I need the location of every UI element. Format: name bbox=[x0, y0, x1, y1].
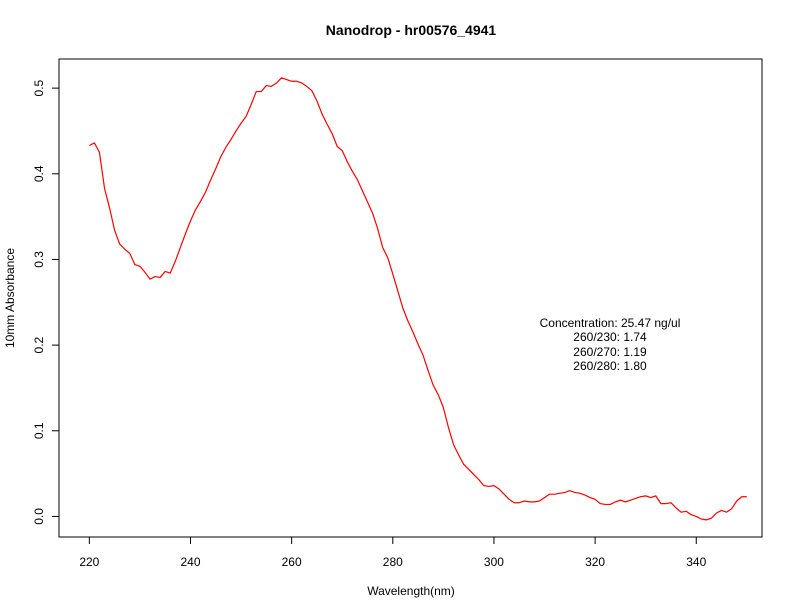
x-tick-label: 320 bbox=[585, 555, 605, 569]
x-tick-label: 340 bbox=[686, 555, 706, 569]
x-tick-label: 280 bbox=[383, 555, 403, 569]
annotation-concentration: Concentration: 25.47 ng/ul bbox=[540, 316, 681, 330]
y-tick-label: 0.0 bbox=[32, 508, 46, 525]
y-tick-label: 0.2 bbox=[32, 336, 46, 353]
y-axis-label: 10mm Absorbance bbox=[3, 248, 17, 348]
annotation-block: Concentration: 25.47 ng/ul 260/230: 1.74… bbox=[540, 316, 681, 373]
y-tick-label: 0.5 bbox=[32, 79, 46, 96]
y-tick-label: 0.3 bbox=[32, 251, 46, 268]
annotation-260-280: 260/280: 1.80 bbox=[573, 359, 647, 373]
absorbance-series-line bbox=[89, 77, 747, 521]
x-tick-label: 240 bbox=[180, 555, 200, 569]
x-tick-label: 260 bbox=[282, 555, 302, 569]
y-axis: 0.0 0.1 0.2 0.3 0.4 0.5 bbox=[32, 79, 60, 525]
y-tick-label: 0.4 bbox=[32, 165, 46, 182]
annotation-260-230: 260/230: 1.74 bbox=[573, 330, 647, 344]
y-tick-label: 0.1 bbox=[32, 422, 46, 439]
x-axis-label: Wavelength(nm) bbox=[367, 584, 455, 598]
x-tick-label: 300 bbox=[484, 555, 504, 569]
x-axis: 220 240 260 280 300 320 340 bbox=[79, 536, 707, 569]
annotation-260-270: 260/270: 1.19 bbox=[573, 345, 647, 359]
plot-frame bbox=[58, 58, 763, 538]
chart-title: Nanodrop - hr00576_4941 bbox=[326, 22, 497, 38]
series-layer bbox=[89, 77, 747, 521]
x-tick-label: 220 bbox=[79, 555, 99, 569]
